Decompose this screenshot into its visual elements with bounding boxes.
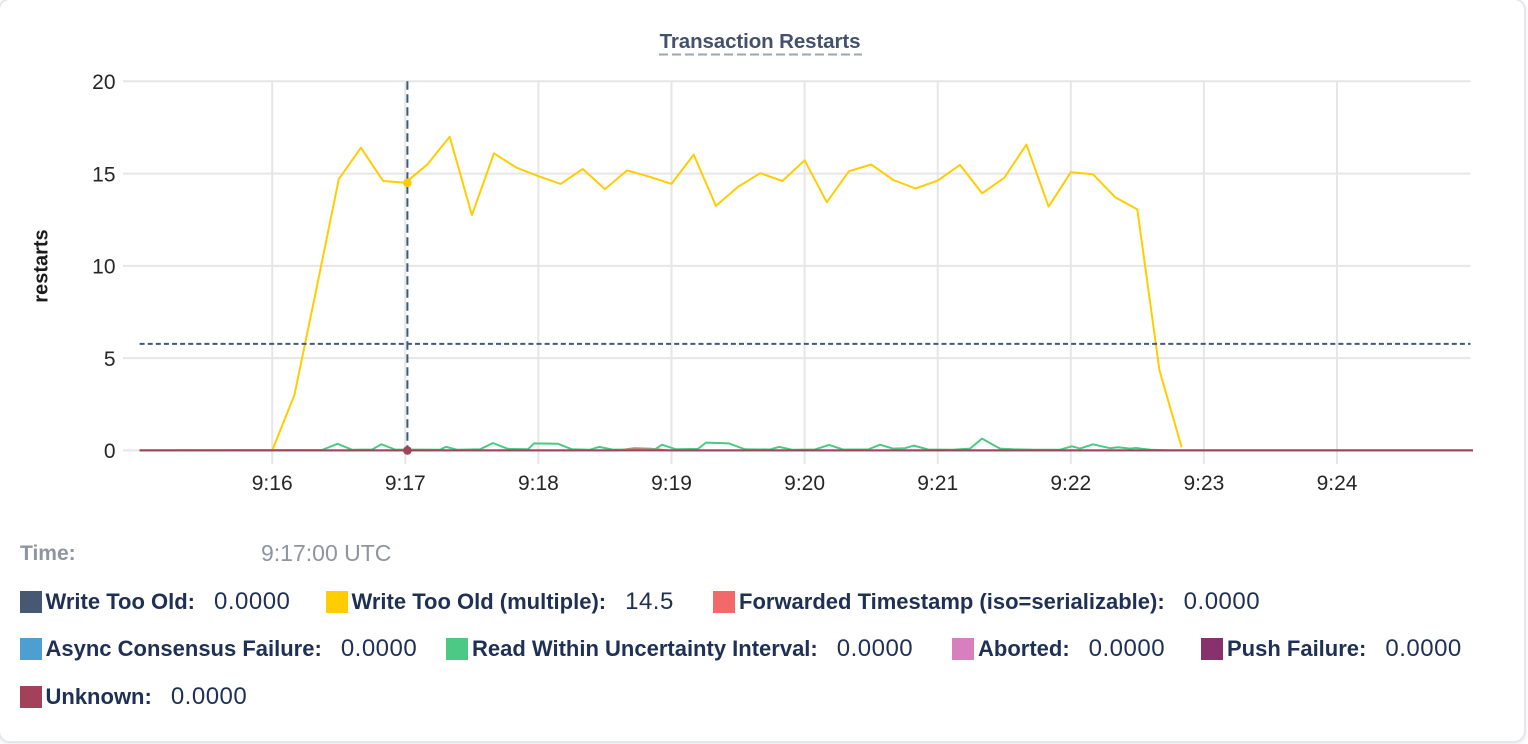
svg-text:9:22: 9:22 [1050,472,1091,495]
svg-text:9:17: 9:17 [385,472,426,495]
svg-text:0: 0 [104,440,116,463]
svg-text:10: 10 [92,256,115,279]
svg-text:9:23: 9:23 [1183,472,1224,495]
svg-text:9:24: 9:24 [1317,472,1358,495]
svg-text:15: 15 [92,163,115,186]
svg-text:restarts: restarts [31,229,53,302]
svg-text:9:21: 9:21 [917,472,958,495]
svg-text:9:19: 9:19 [651,472,692,495]
svg-text:9:18: 9:18 [518,472,559,495]
svg-text:20: 20 [92,71,115,94]
svg-text:5: 5 [104,348,116,371]
svg-text:9:20: 9:20 [784,472,825,495]
svg-text:9:16: 9:16 [252,472,293,495]
